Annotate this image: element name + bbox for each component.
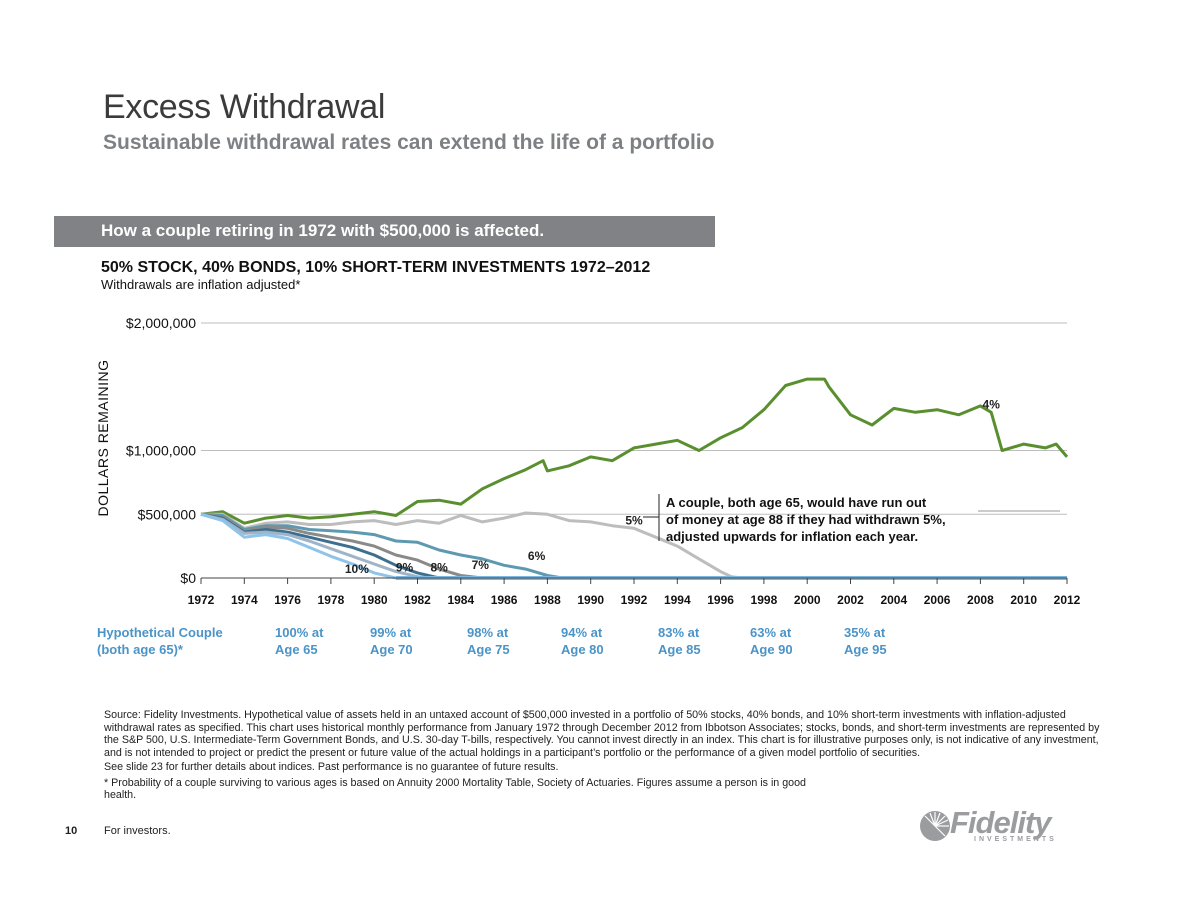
- x-tick-label: 1986: [491, 593, 518, 607]
- series-label: 9%: [396, 561, 414, 575]
- x-tick-label: 2012: [1054, 593, 1081, 607]
- y-tick-label: $0: [180, 570, 196, 586]
- x-tick-label: 2000: [794, 593, 821, 607]
- logo-burst-icon: [920, 811, 950, 841]
- x-tick-label: 1998: [751, 593, 778, 607]
- series-label: 6%: [528, 549, 546, 563]
- callout-text: A couple, both age 65, would have run ou…: [666, 494, 946, 545]
- series-line-10pct: [200, 512, 397, 580]
- x-tick-label: 1992: [621, 593, 648, 607]
- survival-item: 98% at Age 75: [467, 624, 510, 658]
- y-tick-label: $1,000,000: [126, 443, 196, 459]
- survival-pct: 98% at: [467, 625, 509, 640]
- logo-word: Fidelity: [950, 805, 1052, 840]
- x-tick-label: 2004: [880, 593, 907, 607]
- y-tick-label: $2,000,000: [126, 315, 196, 331]
- banner-text: How a couple retiring in 1972 with $500,…: [101, 221, 545, 240]
- page-title: Excess Withdrawal: [103, 88, 386, 126]
- survival-item: 99% at Age 70: [370, 624, 413, 658]
- x-tick-label: 1988: [534, 593, 561, 607]
- survival-age: Age 65: [275, 642, 318, 657]
- survival-age: Age 75: [467, 642, 510, 657]
- survival-item: 83% at Age 85: [658, 624, 701, 658]
- source-text: Source: Fidelity Investments. Hypothetic…: [104, 709, 1100, 759]
- chart-subtitle: Withdrawals are inflation adjusted*: [101, 277, 301, 292]
- series-label: 10%: [345, 562, 369, 576]
- survival-item: 63% at Age 90: [750, 624, 793, 658]
- chart-title: 50% STOCK, 40% BONDS, 10% SHORT-TERM INV…: [101, 259, 651, 276]
- survival-item: 100% at Age 65: [275, 624, 323, 658]
- series-label: 4%: [983, 397, 1001, 411]
- y-axis-title: DOLLARS REMAINING: [95, 359, 111, 516]
- callout-line: adjusted upwards for inflation each year…: [666, 529, 919, 544]
- survival-header-line: Hypothetical Couple: [97, 625, 223, 640]
- x-tick-label: 2008: [967, 593, 994, 607]
- x-tick-label: 1990: [577, 593, 604, 607]
- series-line-9pct: [200, 512, 431, 580]
- series-line-6pct: [200, 512, 563, 580]
- survival-pct: 63% at: [750, 625, 792, 640]
- series-label: 8%: [430, 561, 448, 575]
- page-number: 10: [65, 825, 78, 837]
- y-tick-label: $500,000: [138, 506, 197, 522]
- x-tick-label: 1984: [447, 593, 474, 607]
- series-line-7pct: [200, 512, 494, 580]
- series-line-4pct: [200, 377, 1069, 525]
- x-tick-label: 2006: [924, 593, 951, 607]
- x-tick-label: 1996: [707, 593, 734, 607]
- see-slide-text: See slide 23 for further details about i…: [104, 761, 559, 773]
- for-investors: For investors.: [104, 825, 171, 837]
- survival-item: 94% at Age 80: [561, 624, 604, 658]
- survival-age: Age 90: [750, 642, 793, 657]
- survival-header: Hypothetical Couple (both age 65)*: [97, 624, 223, 658]
- survival-age: Age 80: [561, 642, 604, 657]
- series-label: 5%: [625, 513, 643, 527]
- x-tick-label: 1978: [318, 593, 345, 607]
- x-tick-label: 1980: [361, 593, 388, 607]
- survival-age: Age 85: [658, 642, 701, 657]
- survival-pct: 94% at: [561, 625, 603, 640]
- series-line-5pct: [201, 511, 743, 580]
- mortality-note: * Probability of a couple surviving to v…: [104, 776, 807, 802]
- logo-sub: INVESTMENTS: [974, 836, 1057, 843]
- callout-line: of money at age 88 if they had withdrawn…: [666, 512, 946, 527]
- page-subtitle: Sustainable withdrawal rates can extend …: [103, 131, 715, 154]
- banner: How a couple retiring in 1972 with $500,…: [54, 216, 715, 247]
- x-tick-label: 2002: [837, 593, 864, 607]
- x-tick-label: 1972: [188, 593, 215, 607]
- series-label: 7%: [472, 558, 490, 572]
- x-tick-label: 2010: [1010, 593, 1037, 607]
- fidelity-logo: Fidelity INVESTMENTS: [918, 805, 1083, 847]
- x-tick-label: 1994: [664, 593, 691, 607]
- x-tick-label: 1982: [404, 593, 431, 607]
- source-notes: Source: Fidelity Investments. Hypothetic…: [104, 709, 1104, 802]
- survival-pct: 99% at: [370, 625, 412, 640]
- survival-age: Age 95: [844, 642, 887, 657]
- survival-pct: 35% at: [844, 625, 886, 640]
- survival-pct: 83% at: [658, 625, 700, 640]
- survival-header-line: (both age 65)*: [97, 642, 183, 657]
- survival-item: 35% at Age 95: [844, 624, 887, 658]
- callout-line: A couple, both age 65, would have run ou…: [666, 495, 927, 510]
- x-tick-label: 1974: [231, 593, 258, 607]
- survival-age: Age 70: [370, 642, 413, 657]
- x-tick-label: 1976: [274, 593, 301, 607]
- survival-pct: 100% at: [275, 625, 324, 640]
